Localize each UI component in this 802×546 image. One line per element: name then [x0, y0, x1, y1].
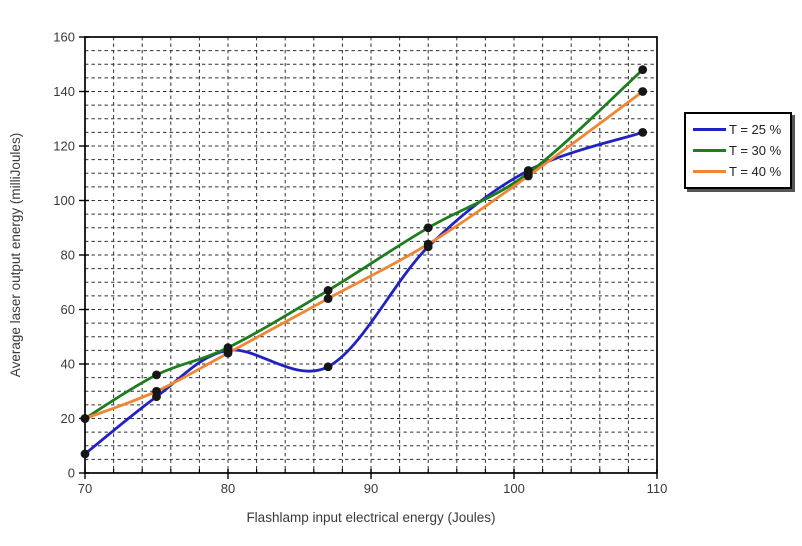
y-tick-label: 120	[53, 139, 75, 154]
data-point-marker	[80, 449, 90, 459]
legend-line-sample-t25	[693, 128, 726, 131]
y-tick-label: 0	[68, 466, 75, 481]
x-tick-label: 80	[221, 481, 235, 496]
y-axis-title: Average laser output energy (milliJoules…	[8, 133, 23, 377]
y-tick-label: 40	[61, 357, 75, 372]
data-point-marker	[423, 239, 433, 249]
legend-item-label: T = 25 %	[729, 122, 782, 137]
data-point-marker	[80, 414, 90, 423]
x-tick-label: 70	[78, 481, 92, 496]
series-line-t25	[83, 131, 645, 456]
legend-item-t25: T = 25 %	[693, 119, 781, 140]
legend-line-sample-t30	[693, 149, 726, 152]
y-tick-label: 100	[53, 193, 75, 208]
x-tick-label: 90	[364, 481, 378, 496]
x-tick-label: 100	[503, 481, 525, 496]
legend-item-label: T = 30 %	[729, 143, 782, 158]
data-point-marker	[638, 65, 648, 75]
data-point-marker	[323, 286, 333, 295]
data-point-marker	[638, 87, 648, 96]
y-tick-label: 140	[53, 84, 75, 99]
y-tick-label: 20	[61, 411, 75, 426]
data-point-marker	[152, 386, 161, 396]
legend-item-t40: T = 40 %	[693, 161, 781, 182]
legend: T = 25 % T = 30 % T = 40 %	[684, 112, 793, 189]
series-line-t30	[83, 68, 645, 420]
x-axis-title: Flashlamp input electrical energy (Joule…	[246, 510, 495, 525]
x-tick-label: 110	[647, 481, 668, 496]
y-tick-label: 80	[61, 248, 75, 263]
data-point-marker	[323, 294, 333, 303]
data-point-marker	[638, 127, 648, 137]
data-point-marker	[223, 348, 233, 358]
legend-line-sample-t40	[693, 170, 726, 173]
data-point-marker	[423, 223, 433, 233]
y-tick-label: 160	[53, 30, 75, 45]
data-point-marker	[152, 370, 161, 380]
legend-item-label: T = 40 %	[729, 164, 782, 179]
data-point-marker	[323, 362, 333, 372]
y-tick-label: 60	[61, 302, 75, 317]
data-point-marker	[523, 171, 533, 181]
legend-item-t30: T = 30 %	[693, 140, 781, 161]
